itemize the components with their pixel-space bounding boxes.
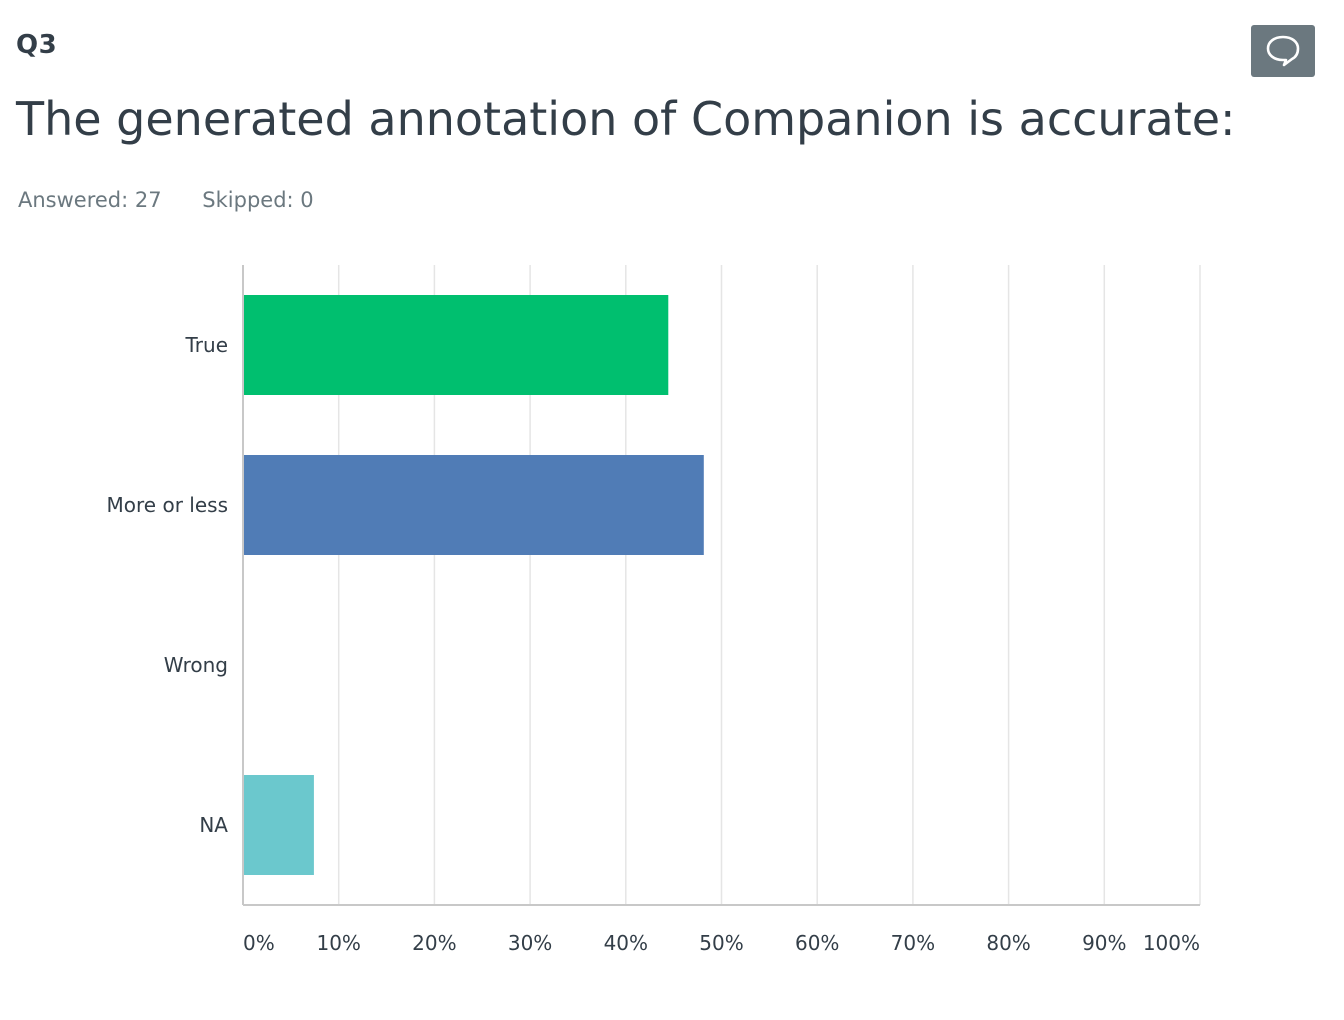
x-tick-label: 10% [316, 931, 360, 955]
skipped-count: Skipped: 0 [202, 188, 314, 212]
x-tick-label: 30% [508, 931, 552, 955]
question-number: Q3 [16, 30, 58, 60]
x-tick-label: 0% [243, 931, 275, 955]
category-label: NA [199, 813, 228, 837]
x-tick-label: 80% [986, 931, 1030, 955]
x-tick-label: 70% [891, 931, 935, 955]
bar-more-or-less[interactable] [243, 455, 704, 555]
category-label: True [185, 333, 228, 357]
bar-na[interactable] [243, 775, 314, 875]
comment-button[interactable] [1251, 25, 1315, 77]
x-tick-label: 60% [795, 931, 839, 955]
x-tick-label: 90% [1082, 931, 1126, 955]
speech-bubble-icon [1266, 35, 1300, 67]
question-title: The generated annotation of Companion is… [16, 92, 1236, 146]
response-stats: Answered: 27 Skipped: 0 [18, 188, 314, 212]
answered-count: Answered: 27 [18, 188, 162, 212]
category-label: Wrong [164, 653, 228, 677]
x-tick-label: 50% [699, 931, 743, 955]
bar-true[interactable] [243, 295, 669, 395]
category-label: More or less [107, 493, 228, 517]
x-tick-label: 40% [604, 931, 648, 955]
x-tick-label: 20% [412, 931, 456, 955]
x-tick-label: 100% [1143, 931, 1200, 955]
